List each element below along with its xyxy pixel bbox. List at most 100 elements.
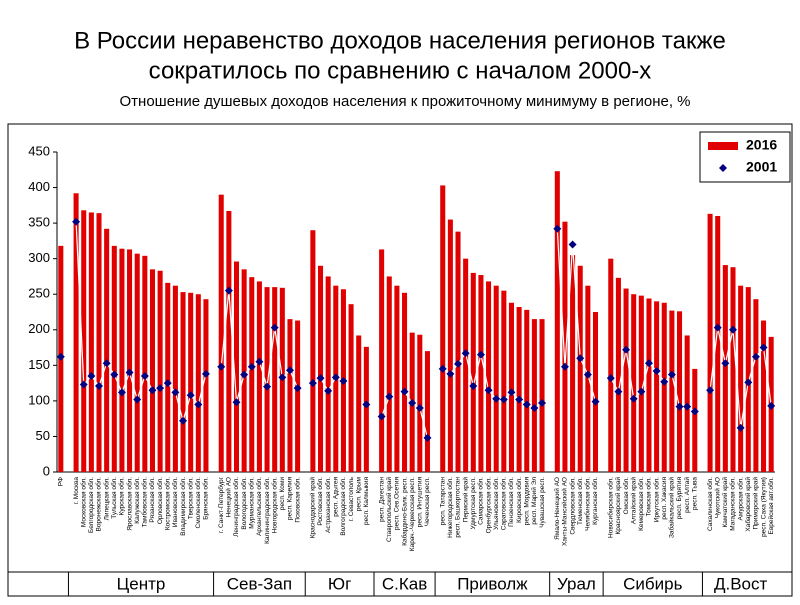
series-line [556,228,597,402]
y-tick-label: 300 [28,250,50,265]
x-tick-label: Свердловская обл. [568,477,576,535]
bar [585,285,591,472]
x-tick-label: Челябинская обл. [584,477,592,531]
x-tick-label: Липецкая обл. [102,477,110,521]
marker [331,373,340,382]
marker [415,404,424,412]
chart-title: сократилось по сравнению с началом 2000-… [149,57,652,84]
bar [256,281,262,472]
x-tick-label: Кировская обл. [515,477,523,523]
y-tick-label: 350 [28,215,50,230]
x-tick-label: Магаданская обл. [729,477,737,531]
y-tick-label: 250 [28,286,50,301]
group-label: Урал [557,574,596,593]
bar [669,310,675,472]
bar [692,368,698,472]
x-tick-label: респ. Хакасия [661,477,668,520]
bar [539,319,545,472]
marker [156,384,165,393]
bar [661,302,667,472]
bar [96,213,102,472]
bar [677,311,683,472]
x-tick-label: респ. Мордовия [523,477,530,526]
bar [554,171,560,472]
marker [644,359,653,368]
marker [553,224,562,233]
bar [570,255,576,472]
bar [646,298,652,472]
bar [761,320,767,472]
bar [638,295,644,472]
marker [79,380,88,389]
bar [73,193,79,472]
bar [715,216,721,472]
group-label: Д.Вост [714,574,768,593]
x-tick-label: Астраханская обл. [324,477,332,533]
x-tick-label: Ямало-Ненецкий АО [553,477,561,540]
x-tick-label: респ. Ингушетия [417,477,424,528]
x-tick-label: Воронежская обл. [95,477,103,532]
x-tick-label: Белгородская обл. [87,477,95,533]
marker [606,374,615,383]
bar [295,320,301,472]
x-tick-label: Удмуртская респ. [470,477,477,530]
bar [417,334,423,472]
marker [400,387,409,396]
bar [233,261,240,472]
bar [142,255,148,472]
bar [287,319,293,472]
marker [247,362,256,371]
bar [592,312,599,472]
x-tick-label: Алтайский край [629,477,637,525]
marker [622,345,631,354]
x-tick-label: Калужская обл. [133,477,141,524]
marker [201,369,210,378]
bar [615,277,621,472]
y-tick-label: 50 [36,428,50,443]
bar [623,288,629,472]
x-tick-label: Саратовская обл. [500,477,508,530]
x-tick-label: респ. Дагестан [378,477,385,522]
x-tick-label: Архангельская обл. [255,477,263,536]
legend-label: 2001 [746,159,777,175]
marker [751,352,760,361]
x-tick-label: Чукотский АО [713,477,721,518]
x-tick-label: Владимирская обл. [179,477,187,536]
bar [226,211,232,472]
marker [507,388,516,397]
x-tick-label: респ. Бурятия [676,477,683,520]
chart-frame [7,123,793,597]
marker [469,381,478,390]
bar [394,285,400,472]
x-tick-label: Ставропольский край [385,477,393,542]
group-label: Сев-Зап [227,574,292,593]
marker [110,370,119,379]
bar [753,299,759,472]
marker [324,386,333,395]
marker [461,349,470,358]
x-tick-label: Еврейская авт.обл. [767,477,775,535]
x-tick-label: Вологодская обл. [240,477,248,530]
bar [272,287,278,472]
bar [501,290,507,472]
y-tick-label: 150 [28,357,50,372]
chart-subtitle: Отношение душевых доходов населения к пр… [120,93,691,110]
marker [377,412,386,421]
x-tick-label: респ. Крым [355,476,362,511]
marker [690,407,699,416]
bar [180,292,186,472]
x-tick-label: респ. Адыгея [333,477,340,517]
x-tick-label: Хабаровский край [744,477,752,532]
marker [148,386,157,395]
x-tick-label: Ленинградская обл. [232,477,240,537]
bar [264,287,270,472]
x-tick-label: Ростовская обл. [316,477,324,526]
legend-box [699,131,791,183]
x-tick-label: Калининградская обл. [263,477,271,544]
series-line [75,221,207,424]
marker [186,391,195,400]
x-tick-label: Томская обл. [645,477,653,517]
x-tick-label: Пензенская обл. [507,477,515,527]
y-tick-label: 200 [28,321,50,336]
x-tick-label: Оренбургская обл. [484,477,492,533]
